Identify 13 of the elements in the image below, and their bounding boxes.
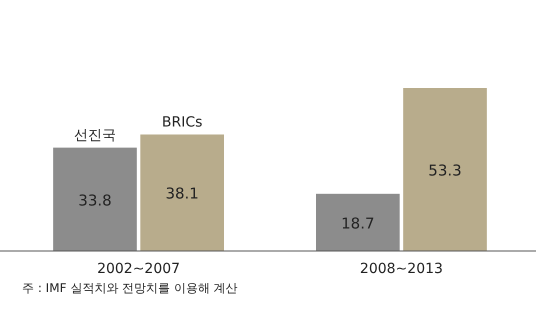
bar bbox=[316, 194, 400, 251]
series-label: 선진국 bbox=[74, 128, 116, 144]
series-label: BRICs bbox=[162, 114, 202, 130]
data-label: 38.1 bbox=[165, 184, 199, 203]
data-label: 18.7 bbox=[341, 214, 375, 232]
data-label: 33.8 bbox=[78, 191, 112, 210]
x-tick-label: 2008~2013 bbox=[360, 261, 443, 277]
x-tick-label: 2002~2007 bbox=[97, 261, 180, 277]
bar bbox=[140, 134, 224, 251]
data-label: 53.3 bbox=[428, 162, 462, 180]
text: 주 : IMF 실적치와 전망치를 이용해 계산 bbox=[22, 281, 238, 295]
bar bbox=[53, 148, 137, 251]
bar bbox=[403, 88, 487, 251]
